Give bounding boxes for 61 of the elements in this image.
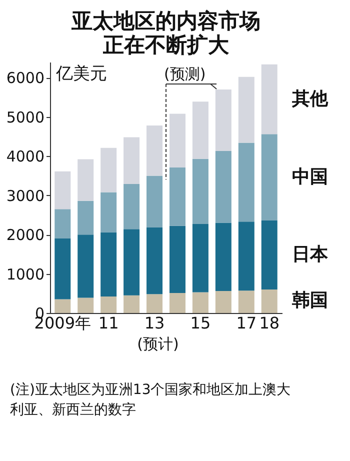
bar (261, 134, 278, 220)
bar (146, 176, 163, 228)
text: (预计) (137, 335, 179, 353)
bar (100, 296, 117, 313)
bar (215, 222, 232, 292)
y-tick-label: 1000 (6, 265, 44, 284)
y-tick-label: 4000 (6, 148, 44, 166)
bar (215, 151, 232, 223)
bar (238, 222, 254, 291)
text: 正在不断扩大 (103, 33, 229, 57)
x-tick-label: 15 (190, 314, 211, 332)
bar (78, 200, 94, 235)
x-tick-label: 18 (259, 314, 280, 332)
series-label: 中国 (292, 166, 328, 188)
bar (100, 232, 117, 297)
bar (261, 64, 278, 134)
bar (124, 229, 140, 296)
series-label: 日本 (292, 244, 329, 265)
bar (54, 171, 71, 210)
text: (注)亚太地区为亚洲13个国家和地区加上澳大利亚、新西兰的数字 (10, 382, 291, 418)
bar (215, 89, 232, 152)
bar (146, 228, 163, 294)
bar (261, 220, 278, 290)
y-tick-label: 3000 (6, 186, 44, 205)
bar (169, 293, 186, 313)
bar (192, 292, 208, 313)
bar (169, 226, 186, 293)
series-label: 韩国 (291, 290, 328, 312)
bar (261, 289, 278, 313)
bar (78, 234, 94, 298)
bar (54, 209, 71, 238)
bar (238, 290, 254, 313)
bar (169, 168, 186, 226)
y-axis-title: 亿美元 (55, 64, 107, 84)
y-tick-label: 2000 (6, 226, 44, 244)
bar (192, 102, 208, 159)
bar (124, 295, 140, 313)
bar (169, 114, 186, 168)
bar (215, 291, 232, 313)
series-label: 其他 (291, 88, 329, 110)
bar (238, 76, 254, 143)
bar (238, 142, 254, 222)
x-tick-label: 17 (236, 314, 257, 332)
bar (192, 224, 208, 292)
bar (146, 126, 163, 176)
x-tick-label: 13 (144, 314, 165, 332)
bar (78, 159, 94, 201)
bar (146, 294, 163, 313)
y-tick-label: 5000 (6, 108, 44, 126)
bar (100, 148, 117, 192)
bar (100, 192, 117, 232)
bar (54, 299, 71, 313)
y-tick-label: 6000 (6, 69, 44, 88)
annotation: (预测) (164, 65, 206, 83)
bar (78, 298, 94, 313)
bar (124, 137, 140, 184)
x-tick-label: 11 (98, 314, 119, 332)
text: 亚太地区的内容市场 (72, 9, 260, 33)
bar (124, 184, 140, 230)
bar (54, 238, 71, 300)
bar (192, 158, 208, 224)
